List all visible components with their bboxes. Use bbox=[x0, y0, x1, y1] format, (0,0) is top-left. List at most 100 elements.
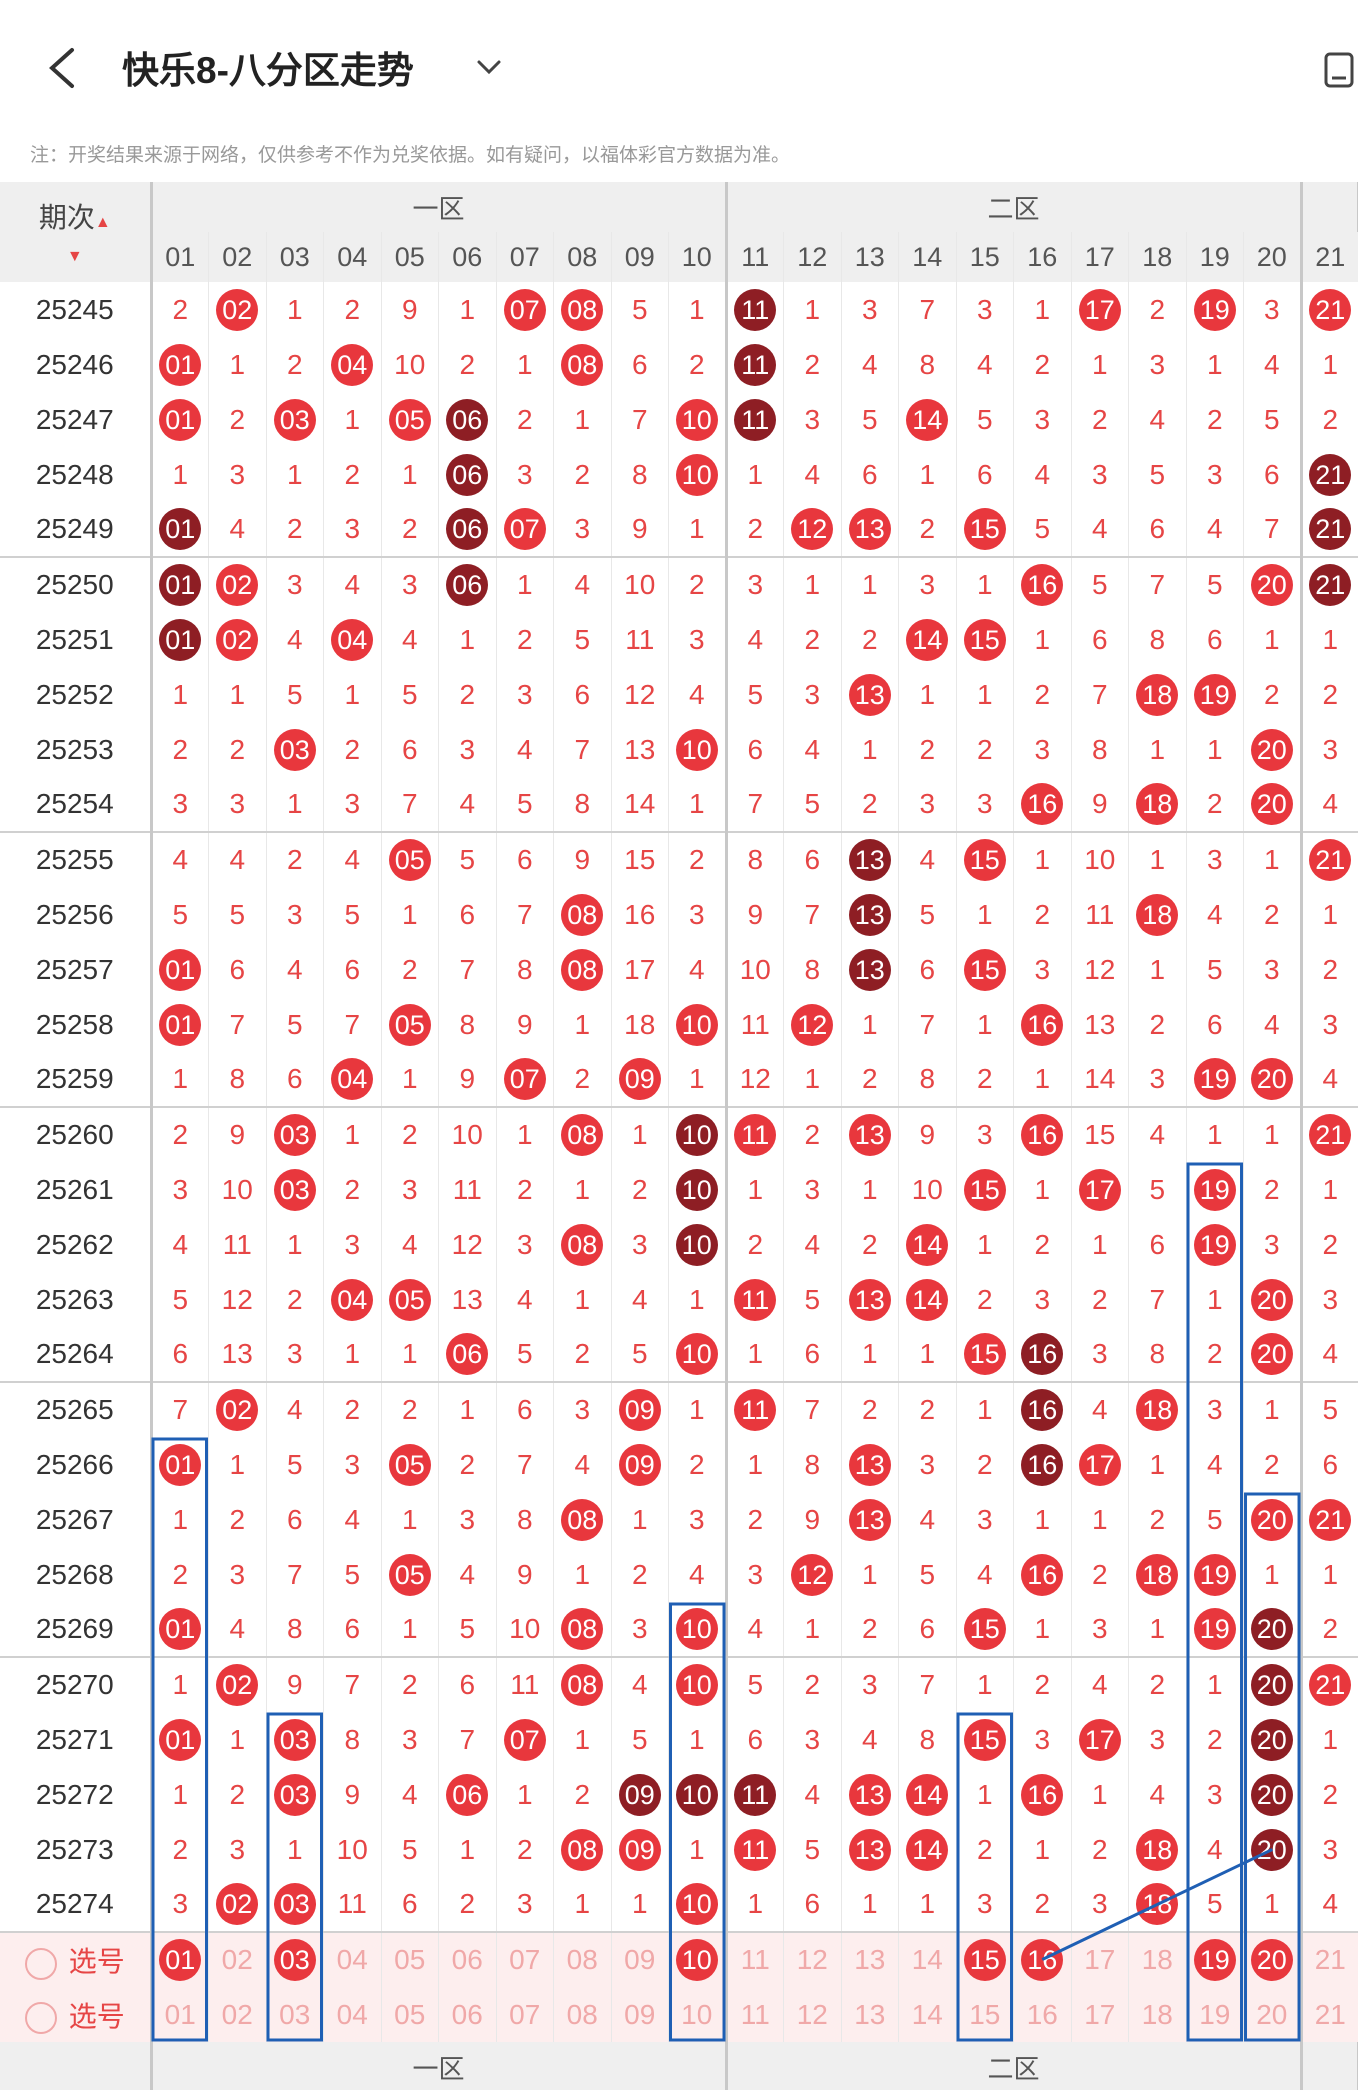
selected-ball[interactable]: 01 bbox=[159, 1939, 202, 1981]
pick-number[interactable]: 21 bbox=[1301, 1987, 1358, 2042]
pick-number[interactable]: 16 bbox=[1013, 1932, 1072, 1987]
pick-number[interactable]: 05 bbox=[381, 1987, 439, 2042]
pick-number[interactable]: 15 bbox=[956, 1987, 1015, 2042]
number-cell: 10 bbox=[668, 722, 728, 777]
pick-number[interactable]: 03 bbox=[266, 1987, 324, 2042]
number-cell: 2 bbox=[1128, 282, 1187, 337]
selected-ball[interactable]: 10 bbox=[675, 1939, 718, 1981]
period-cell: 25253 bbox=[0, 722, 153, 777]
number-cell: 4 bbox=[1186, 1822, 1245, 1877]
selected-ball[interactable]: 20 bbox=[1250, 1939, 1293, 1981]
pick-number[interactable]: 07 bbox=[496, 1932, 554, 1987]
trend-table-wrap[interactable]: 期次▲ ▼ 一区 二区 01 02 03 04 05 06 07 08 09 10 11 12 13 14 1… bbox=[0, 182, 1358, 2090]
pick-number[interactable]: 08 bbox=[553, 1987, 612, 2042]
back-arrow-icon[interactable] bbox=[44, 44, 80, 92]
number-cell: 4 bbox=[496, 1272, 554, 1327]
pick-number[interactable]: 09 bbox=[611, 1987, 669, 2042]
chevron-down-icon[interactable] bbox=[474, 52, 504, 82]
number-cell: 4 bbox=[438, 1547, 497, 1602]
hit-ball: 18 bbox=[1136, 783, 1179, 825]
number-cell: 1 bbox=[151, 1767, 209, 1822]
number-cell: 06 bbox=[438, 502, 497, 558]
pick-number[interactable]: 11 bbox=[726, 1987, 785, 2042]
pick-number[interactable]: 18 bbox=[1128, 1932, 1187, 1987]
pick-number[interactable]: 05 bbox=[381, 1932, 439, 1987]
pick-number[interactable]: 10 bbox=[668, 1932, 728, 1987]
number-cell: 1 bbox=[726, 1437, 785, 1492]
hit-ball: 05 bbox=[388, 1443, 431, 1486]
selected-ball[interactable]: 16 bbox=[1021, 1939, 1064, 1981]
number-cell: 4 bbox=[611, 1272, 669, 1327]
pick-number[interactable]: 14 bbox=[898, 1932, 957, 1987]
pick-number[interactable]: 03 bbox=[266, 1932, 324, 1987]
number-cell: 19 bbox=[1186, 1547, 1245, 1602]
pick-number[interactable]: 11 bbox=[726, 1932, 785, 1987]
pick-number[interactable]: 21 bbox=[1301, 1932, 1358, 1987]
number-cell: 6 bbox=[1071, 612, 1130, 667]
selected-ball[interactable]: 15 bbox=[963, 1939, 1006, 1981]
pick-row[interactable]: 选号 01 02 03 04 05 06 07 08 09 10 11 12 13 14 15 16 17 18 19… bbox=[0, 1987, 1358, 2042]
pick-row[interactable]: 选号 01 02 03 04 05 06 07 08 09 10 11 12 13 14 15 16 17 18 19… bbox=[0, 1932, 1358, 1987]
number-cell: 13 bbox=[841, 502, 900, 558]
number-cell: 3 bbox=[266, 1327, 324, 1383]
pick-number[interactable]: 12 bbox=[783, 1987, 842, 2042]
number-cell: 7 bbox=[726, 777, 785, 833]
pick-number[interactable]: 13 bbox=[841, 1987, 900, 2042]
number-cell: 2 bbox=[1186, 392, 1245, 447]
pick-number[interactable]: 20 bbox=[1243, 1932, 1303, 1987]
pick-number[interactable]: 09 bbox=[611, 1932, 669, 1987]
number-cell: 8 bbox=[783, 942, 842, 997]
number-cell: 1 bbox=[898, 447, 957, 502]
radio-circle-icon[interactable] bbox=[24, 2002, 57, 2035]
pick-number[interactable]: 01 bbox=[151, 1987, 209, 2042]
pick-toggle[interactable]: 选号 bbox=[0, 1932, 153, 1987]
number-cell: 7 bbox=[1071, 667, 1130, 722]
number-cell: 11 bbox=[726, 997, 785, 1052]
pick-number[interactable]: 07 bbox=[496, 1987, 554, 2042]
number-cell: 12 bbox=[438, 1217, 497, 1272]
pick-number[interactable]: 20 bbox=[1243, 1987, 1303, 2042]
pick-number[interactable]: 06 bbox=[438, 1932, 497, 1987]
pick-number[interactable]: 16 bbox=[1013, 1987, 1072, 2042]
pick-number[interactable]: 04 bbox=[323, 1987, 382, 2042]
hit-ball: 09 bbox=[618, 1389, 661, 1431]
pick-number[interactable]: 01 bbox=[151, 1932, 209, 1987]
selected-ball[interactable]: 03 bbox=[273, 1939, 316, 1981]
number-cell: 8 bbox=[898, 337, 957, 392]
number-cell: 10 bbox=[668, 1327, 728, 1383]
number-cell: 2 bbox=[668, 1437, 728, 1492]
pick-number[interactable]: 08 bbox=[553, 1932, 612, 1987]
hit-ball: 16 bbox=[1021, 783, 1064, 825]
number-cell: 16 bbox=[1013, 1437, 1072, 1492]
number-cell: 1 bbox=[381, 1602, 439, 1658]
pick-number[interactable]: 15 bbox=[956, 1932, 1015, 1987]
pick-number[interactable]: 04 bbox=[323, 1932, 382, 1987]
pick-number[interactable]: 14 bbox=[898, 1987, 957, 2042]
pick-number[interactable]: 18 bbox=[1128, 1987, 1187, 2042]
pick-number[interactable]: 02 bbox=[208, 1932, 267, 1987]
pick-number[interactable]: 02 bbox=[208, 1987, 267, 2042]
number-cell: 1 bbox=[323, 392, 382, 447]
number-cell: 4 bbox=[668, 667, 728, 722]
pick-number[interactable]: 17 bbox=[1071, 1932, 1130, 1987]
number-cell: 06 bbox=[438, 1767, 497, 1822]
radio-circle-icon[interactable] bbox=[24, 1947, 57, 1980]
page-title[interactable]: 快乐8-八分区走势 bbox=[122, 50, 414, 91]
sort-arrows-icon[interactable]: ▲ ▼ bbox=[66, 214, 111, 265]
col-header-03: 03 bbox=[266, 232, 324, 282]
pick-number[interactable]: 19 bbox=[1186, 1932, 1245, 1987]
pick-number[interactable]: 12 bbox=[783, 1932, 842, 1987]
pick-number[interactable]: 10 bbox=[668, 1987, 728, 2042]
number-cell: 03 bbox=[266, 1162, 324, 1217]
period-header[interactable]: 期次▲ ▼ bbox=[0, 182, 153, 282]
number-cell: 9 bbox=[381, 282, 439, 337]
pick-toggle[interactable]: 选号 bbox=[0, 1987, 153, 2042]
pick-number[interactable]: 19 bbox=[1186, 1987, 1245, 2042]
device-icon[interactable] bbox=[1322, 50, 1358, 90]
pick-number[interactable]: 17 bbox=[1071, 1987, 1130, 2042]
hit-ball: 16 bbox=[1021, 1773, 1064, 1816]
pick-number[interactable]: 06 bbox=[438, 1987, 497, 2042]
pick-number[interactable]: 13 bbox=[841, 1932, 900, 1987]
hit-ball: 11 bbox=[734, 1773, 777, 1816]
selected-ball[interactable]: 19 bbox=[1193, 1939, 1236, 1981]
